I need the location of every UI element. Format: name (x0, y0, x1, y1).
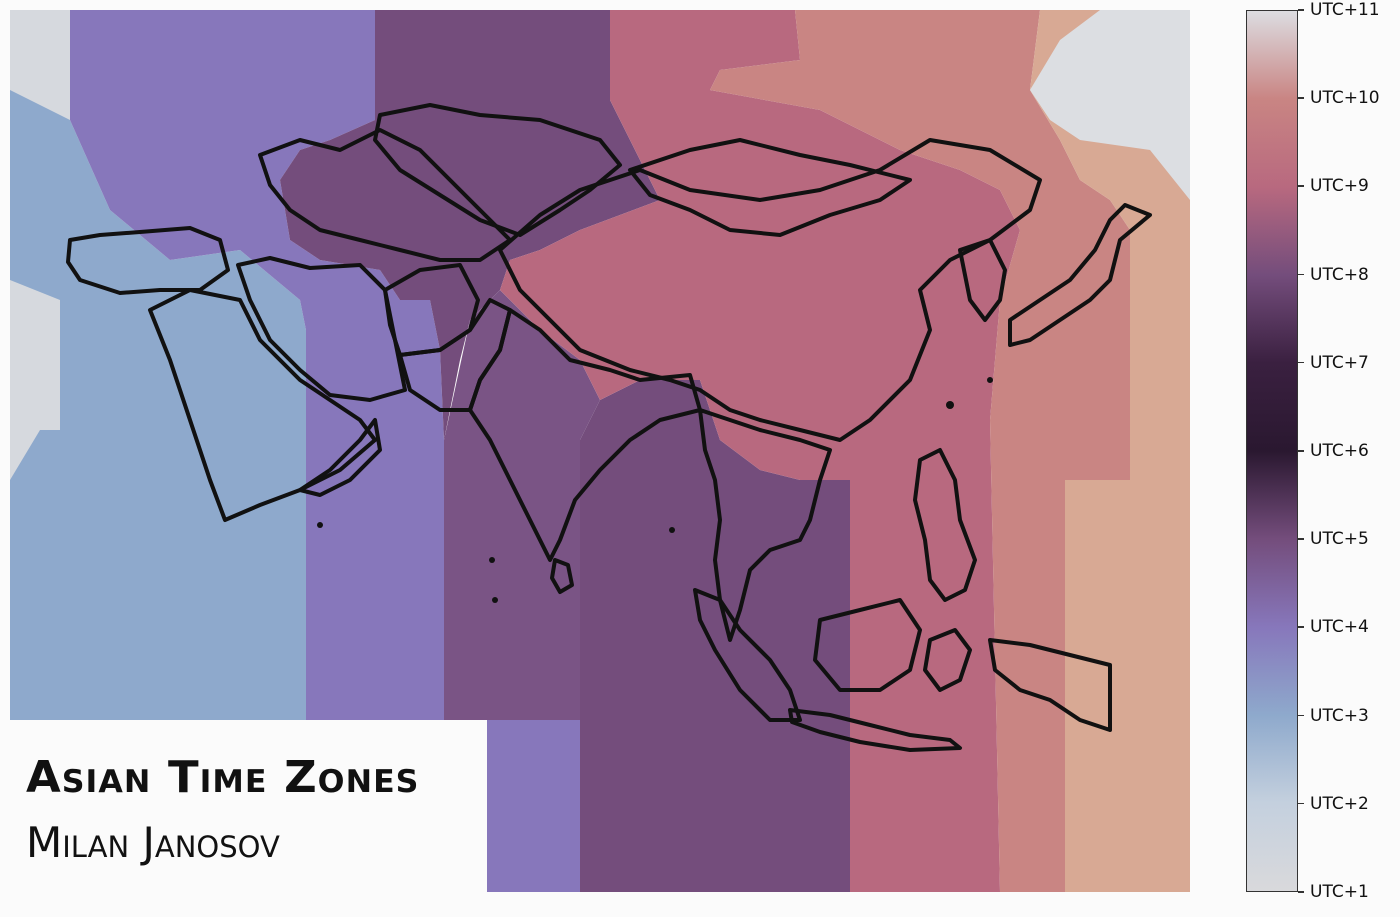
island-maldives-2 (492, 597, 498, 603)
colorbar-tick-mark (1298, 97, 1304, 99)
colorbar-tick-mark (1298, 891, 1304, 893)
zone-band-indian-ocean (487, 720, 580, 892)
country-border-oman (298, 418, 382, 497)
colorbar-tick-label: UTC+11 (1310, 0, 1380, 20)
colorbar-tick: UTC+4 (1298, 617, 1398, 637)
country-border-arabia (148, 288, 377, 522)
colorbar-tick-label: UTC+8 (1310, 264, 1369, 285)
zone-band-utc-plus-8 (500, 10, 1020, 892)
colorbar-tick-label: UTC+2 (1310, 793, 1369, 814)
country-border-sulawesi (923, 628, 972, 692)
colorbar (1246, 10, 1298, 892)
islands (317, 377, 993, 603)
zone-band-utc-plus-10 (1030, 10, 1190, 892)
colorbar-tick-mark (1298, 626, 1304, 628)
colorbar-tick-mark (1298, 450, 1304, 452)
country-border-iran (236, 256, 407, 402)
colorbar-tick-mark (1298, 802, 1304, 805)
title-card: Asian Time Zones Milan Janosov (10, 720, 487, 905)
country-borders (66, 103, 1152, 752)
map-title: Asian Time Zones (26, 752, 420, 803)
colorbar-tick-label: UTC+6 (1310, 441, 1369, 461)
colorbar-tick: UTC+8 (1298, 265, 1398, 285)
island-bahrain (317, 522, 323, 528)
colorbar-tick-mark (1298, 538, 1304, 540)
island-okinawa (987, 377, 993, 383)
island-taiwan (946, 401, 954, 409)
zone-band-utc-plus-3 (10, 90, 306, 720)
colorbar-tick-mark (1298, 185, 1304, 187)
country-border-mongolia (628, 138, 912, 237)
colorbar-tick: UTC+2 (1298, 794, 1398, 814)
country-border-korea (958, 238, 1007, 322)
country-border-japan (1008, 203, 1152, 347)
colorbar-tick: UTC+11 (1298, 0, 1398, 20)
country-border-indochina (698, 408, 832, 642)
colorbar-tick-label: UTC+9 (1310, 176, 1369, 197)
colorbar-tick: UTC+1 (1298, 882, 1398, 902)
zone-band-utc-plus-9 (710, 10, 1130, 892)
colorbar-tick-label: UTC+4 (1310, 617, 1369, 638)
country-border-sri-lanka (550, 558, 574, 594)
island-maldives (489, 557, 495, 563)
colorbar-tick: UTC+7 (1298, 353, 1398, 373)
zone-band-utc-plus-6 (580, 380, 850, 892)
colorbar-tick: UTC+10 (1298, 88, 1398, 108)
colorbar-tick-label: UTC+10 (1310, 88, 1380, 109)
country-border-turkey (66, 226, 230, 295)
colorbar-tick-mark (1298, 9, 1304, 11)
colorbar-tick-label: UTC+7 (1310, 352, 1369, 373)
colorbar-tick: UTC+5 (1298, 529, 1398, 549)
zone-band-utc-plus-11 (1030, 10, 1190, 200)
country-border-china (498, 138, 1042, 442)
country-border-central-asia (258, 128, 512, 262)
zone-band-utc-plus-5 (280, 10, 660, 440)
country-border-java (788, 708, 962, 752)
colorbar-tick-mark (1298, 273, 1304, 276)
country-border-india (468, 308, 702, 562)
zone-band-utc-plus-4 (70, 10, 444, 720)
colorbar-tick-label: UTC+3 (1310, 705, 1369, 726)
country-border-kazakhstan (373, 103, 622, 237)
country-border-philippines (913, 448, 977, 602)
country-border-new-guinea (988, 638, 1112, 732)
colorbar-tick-mark (1298, 714, 1304, 717)
colorbar-tick-label: UTC+5 (1310, 529, 1369, 550)
time-zone-bands (10, 10, 1190, 892)
country-border-borneo (813, 598, 922, 692)
map-author: Milan Janosov (26, 818, 280, 867)
colorbar-tick: UTC+3 (1298, 706, 1398, 726)
colorbar-tick: UTC+6 (1298, 441, 1398, 461)
colorbar-tick-mark (1298, 361, 1304, 364)
island-andaman (669, 527, 675, 533)
country-border-sumatra (693, 588, 802, 722)
colorbar-tick: UTC+9 (1298, 176, 1398, 196)
colorbar-tick-label: UTC+1 (1310, 882, 1369, 902)
